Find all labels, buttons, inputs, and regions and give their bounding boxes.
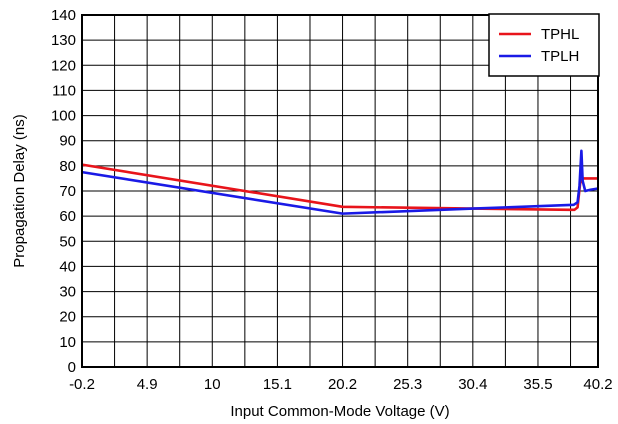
x-tick-label: 20.2 (328, 376, 357, 393)
series-line-tplh (81, 149, 599, 215)
y-tick-label: 80 (59, 158, 76, 175)
y-tick-label: 130 (51, 32, 76, 49)
x-tick-label: 40.2 (583, 376, 612, 393)
y-tick-label: 10 (59, 334, 76, 351)
y-axis-label: Propagation Delay (ns) (11, 114, 28, 267)
y-tick-label: 120 (51, 57, 76, 74)
plot-frame (81, 14, 599, 368)
y-tick-label: 0 (68, 359, 76, 376)
x-tick-labels: -0.2 4.9 10 15.1 20.2 25.3 30.4 35.5 40.2 (69, 376, 613, 393)
legend: TPHL TPLH (488, 13, 600, 77)
y-tick-label: 70 (59, 183, 76, 200)
y-tick-label: 40 (59, 258, 76, 275)
y-tick-label: 60 (59, 208, 76, 225)
x-tick-label: 35.5 (523, 376, 552, 393)
legend-label-tplh: TPLH (541, 48, 579, 65)
x-tick-label: -0.2 (69, 376, 95, 393)
series-lines (81, 149, 599, 215)
y-tick-label: 140 (51, 7, 76, 24)
series-line-tphl (81, 163, 598, 212)
y-tick-label: 100 (51, 108, 76, 125)
legend-label-tphl: TPHL (541, 26, 579, 43)
x-tick-label: 30.4 (458, 376, 487, 393)
y-tick-labels: 0 10 20 30 40 50 60 70 80 90 100 110 120 130 140 (51, 7, 76, 376)
y-tick-label: 50 (59, 233, 76, 250)
legend-box (488, 13, 600, 77)
x-axis-label: Input Common-Mode Voltage (V) (230, 403, 449, 420)
y-tick-label: 110 (52, 82, 76, 99)
x-tick-label: 25.3 (393, 376, 422, 393)
x-tick-label: 10 (204, 376, 221, 393)
y-tick-label: 30 (59, 284, 76, 301)
x-tick-label: 15.1 (263, 376, 292, 393)
x-tick-label: 4.9 (137, 376, 158, 393)
y-tick-label: 20 (59, 309, 76, 326)
y-tick-label: 90 (59, 133, 76, 150)
